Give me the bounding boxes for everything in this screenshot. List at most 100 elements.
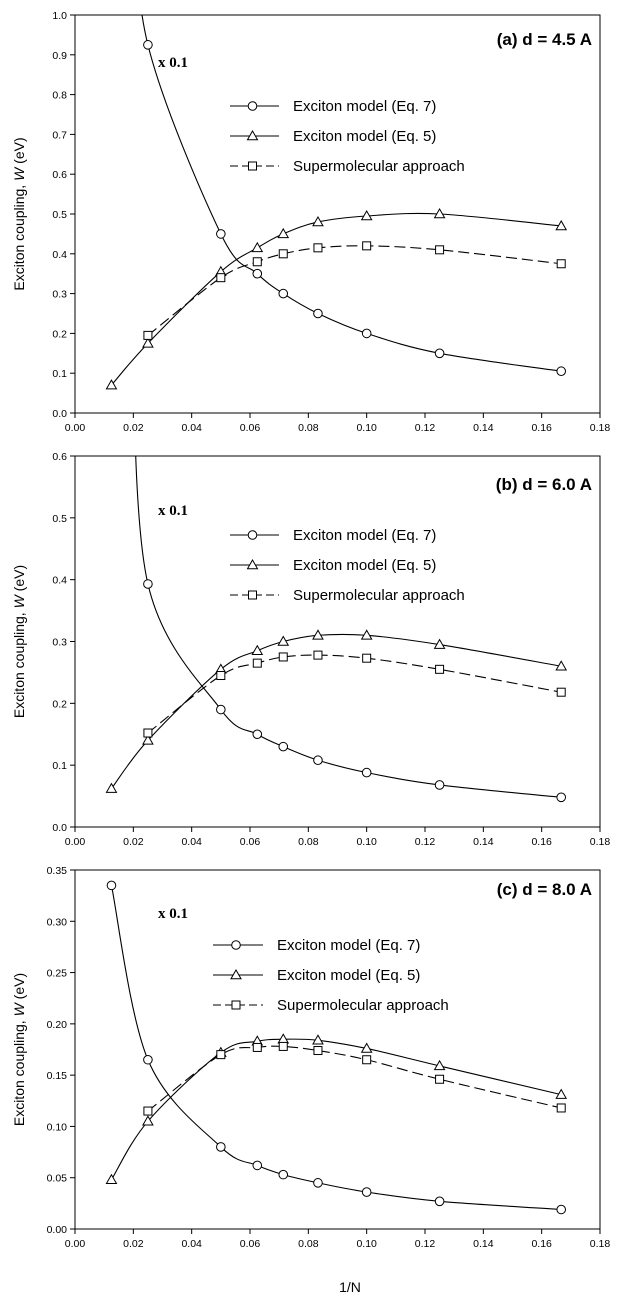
y-axis-title-suffix: (eV) (11, 973, 27, 1003)
data-point (216, 671, 226, 681)
data-point (362, 653, 372, 663)
y-tick-label: 0.2 (52, 328, 67, 340)
series-line (110, 1038, 562, 1181)
series-group (105, 880, 568, 1215)
x-tick-label: 0.00 (65, 836, 86, 848)
panel-title: (b) d = 6.0 A (496, 475, 592, 494)
panels: 0.00 0.02 0.04 0.06 0.08 0.10 0.12 0.14 0.16 0.18… (11, 10, 611, 1250)
legend-marker (247, 101, 258, 111)
y-tick-label: 0.4 (52, 575, 67, 587)
data-point (278, 1169, 289, 1180)
x-tick-label: 0.06 (240, 422, 261, 434)
legend: Exciton model (Eq. 7) Exciton model (Eq. … (230, 98, 465, 175)
y-tick-label: 0.00 (47, 1224, 68, 1236)
y-tick-label: 0.2 (52, 698, 67, 710)
data-point (277, 227, 290, 239)
y-tick-label: 0.7 (52, 129, 67, 141)
series-line (147, 245, 562, 336)
data-point (251, 644, 264, 656)
x-tick-label: 0.12 (415, 836, 436, 848)
y-tick-label: 0.5 (52, 209, 67, 221)
y-axis-title-prefix: Exciton coupling, (11, 608, 27, 718)
legend-entry: Exciton model (Eq. 7) (277, 937, 420, 954)
legend: Exciton model (Eq. 7) Exciton model (Eq. … (213, 937, 449, 1014)
plot-frame (74, 14, 601, 414)
x-tick-label: 0.08 (298, 1238, 319, 1250)
data-point (278, 741, 289, 752)
y-tick-label: 0.0 (52, 408, 67, 420)
data-point (143, 728, 153, 738)
x-tick-label: 0.18 (590, 836, 611, 848)
panel-title: (c) d = 8.0 A (497, 880, 592, 899)
data-point (555, 1088, 568, 1099)
y-axis-title-suffix: (eV) (11, 137, 27, 167)
data-point (435, 664, 445, 674)
data-point (105, 379, 118, 390)
y-tick-label: 0.3 (52, 637, 67, 649)
data-point (252, 729, 263, 740)
x-tick-label: 0.10 (356, 836, 377, 848)
y-axis-title: Exciton coupling, W (eV) (11, 137, 27, 290)
legend-marker (230, 968, 242, 980)
data-point (252, 1160, 263, 1171)
legend-marker (248, 161, 257, 171)
data-point (313, 650, 323, 660)
y-tick-label: 0.1 (52, 368, 67, 380)
data-point (556, 687, 566, 697)
data-point (251, 241, 264, 253)
data-point (313, 308, 323, 319)
y-axis-title: Exciton coupling, W (eV) (11, 973, 27, 1126)
data-point (105, 1173, 118, 1185)
data-point (216, 273, 226, 283)
series-line (147, 1045, 562, 1112)
y-tick-label: 0.30 (47, 916, 68, 928)
data-point (556, 1103, 566, 1113)
x-tick-label: 0.06 (240, 1238, 261, 1250)
data-point (277, 1033, 290, 1044)
y-tick-label: 0.20 (47, 1019, 68, 1031)
data-point (252, 1042, 262, 1052)
data-point (216, 704, 226, 715)
data-point (278, 288, 289, 299)
data-point (278, 1041, 288, 1051)
data-point (434, 1196, 445, 1207)
y-tick-label: 0.1 (52, 760, 67, 772)
series-line (110, 885, 562, 1211)
x-tick-label: 0.10 (356, 1238, 377, 1250)
data-point (216, 1050, 226, 1060)
data-point (556, 1204, 567, 1215)
data-point (362, 1055, 372, 1065)
data-point (278, 652, 288, 662)
panel-title: (a) d = 4.5 A (497, 30, 592, 49)
data-point (361, 328, 372, 339)
x-tick-label: 0.02 (123, 836, 144, 848)
legend-marker (247, 530, 258, 540)
legend-marker (246, 129, 259, 141)
x-tick-label: 0.02 (123, 1238, 144, 1250)
scale-annotation: x 0.1 (158, 503, 188, 519)
legend-entry: Exciton model (Eq. 5) (293, 128, 436, 145)
series-group (105, 15, 568, 390)
x-tick-label: 0.04 (181, 422, 202, 434)
scale-annotation: x 0.1 (158, 906, 188, 922)
y-tick-label: 0.6 (52, 451, 67, 463)
x-tick-label: 0.14 (473, 1238, 494, 1250)
series-line (135, 456, 562, 798)
x-tick-label: 0.08 (298, 836, 319, 848)
data-point (252, 268, 263, 279)
x-tick-label: 0.10 (356, 422, 377, 434)
legend-entry: Supermolecular approach (293, 158, 465, 175)
series-line (141, 15, 562, 372)
y-tick-label: 0.10 (47, 1121, 68, 1133)
data-point (555, 660, 568, 671)
data-point (278, 249, 288, 259)
data-point (143, 1054, 153, 1065)
legend-marker (248, 590, 257, 600)
data-point (555, 219, 568, 231)
data-point (362, 241, 372, 251)
legend-entry: Supermolecular approach (277, 997, 449, 1014)
x-tick-label: 0.00 (65, 422, 86, 434)
x-tick-label: 0.16 (531, 836, 552, 848)
x-tick-label: 0.14 (473, 422, 494, 434)
